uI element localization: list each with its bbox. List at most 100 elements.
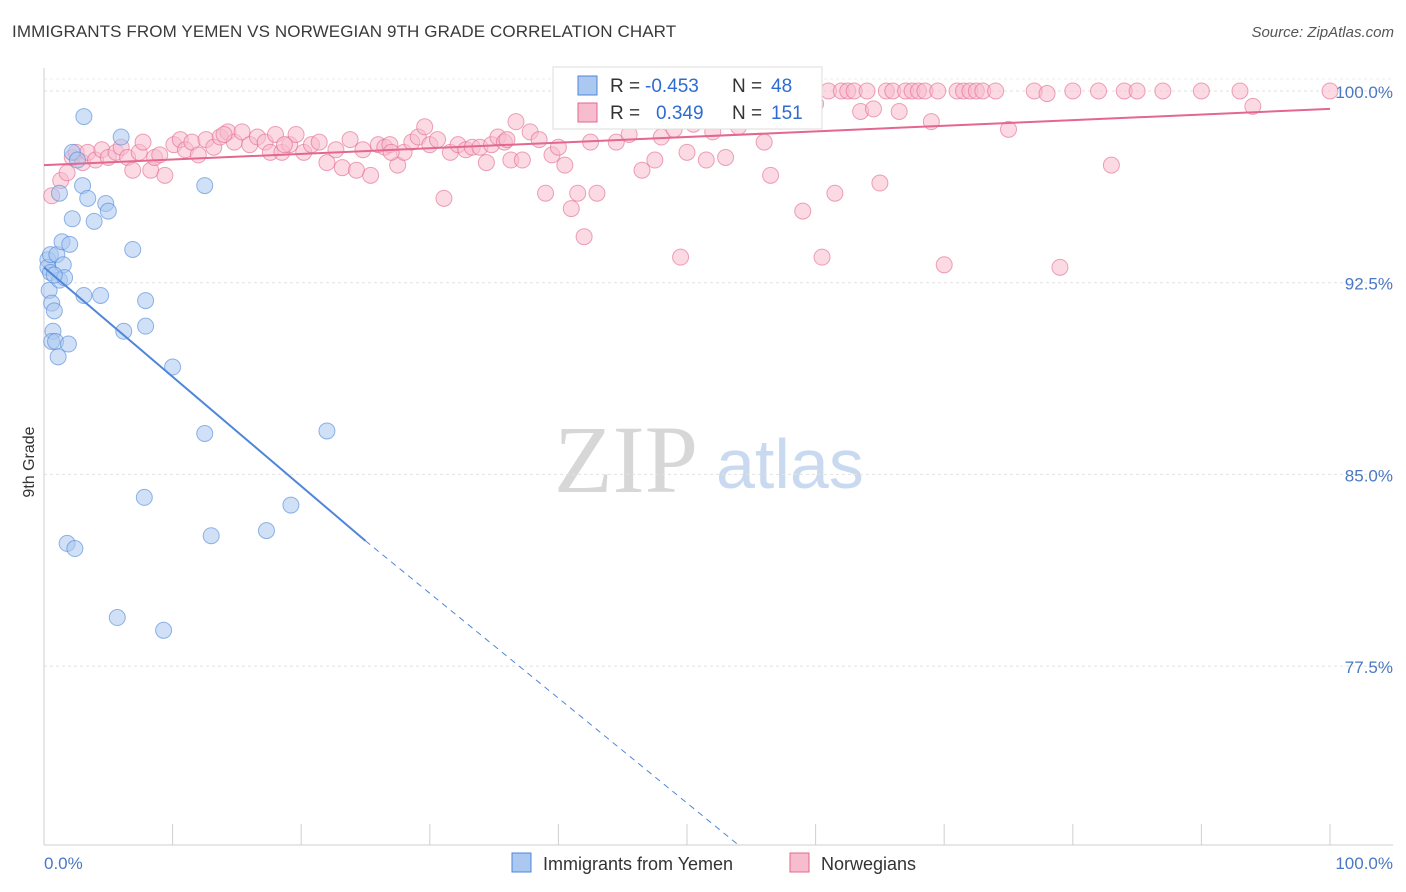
x-tick-label-min: 0.0% xyxy=(44,854,83,873)
point-norwegians-149 xyxy=(1231,82,1249,100)
point-norwegians-56 xyxy=(416,118,434,136)
legend-swatch-norwegians xyxy=(577,102,598,123)
point-yemen-32 xyxy=(108,609,126,627)
n-label-norwegians: N = xyxy=(732,103,762,124)
legend-swatch-yemen xyxy=(577,75,598,96)
point-norwegians-95 xyxy=(678,143,696,161)
point-norwegians-42 xyxy=(318,154,336,172)
source-credit: Source: ZipAtlas.com xyxy=(1251,24,1394,41)
point-norwegians-153 xyxy=(382,143,400,161)
y-tick-labels: 100.0% 92.5% 85.0% 77.5% xyxy=(1335,83,1393,677)
point-yemen-11 xyxy=(49,348,67,366)
point-norwegians-150 xyxy=(1244,97,1262,115)
point-norwegians-106 xyxy=(762,166,780,184)
point-norwegians-46 xyxy=(347,161,365,179)
x-tick-label-max: 100.0% xyxy=(1335,854,1393,873)
point-norwegians-137 xyxy=(987,82,1005,100)
point-norwegians-148 xyxy=(1192,82,1210,100)
y-tick-label-2: 85.0% xyxy=(1345,466,1393,485)
y-axis-label: 9th Grade xyxy=(21,426,38,497)
point-norwegians-2 xyxy=(58,164,76,182)
point-yemen-33 xyxy=(112,128,130,146)
point-yemen-39 xyxy=(155,621,173,639)
point-norwegians-147 xyxy=(1154,82,1172,100)
bottom-legend-swatch-norwegians xyxy=(789,852,810,873)
point-norwegians-65 xyxy=(477,154,495,172)
bottom-legend-label-yemen: Immigrants from Yemen xyxy=(543,854,733,874)
r-value-norwegians: 0.349 xyxy=(656,103,704,124)
point-norwegians-15 xyxy=(134,133,152,151)
y-tick-label-3: 77.5% xyxy=(1345,658,1393,677)
point-norwegians-70 xyxy=(507,113,525,131)
point-norwegians-151 xyxy=(1321,82,1339,100)
point-norwegians-124 xyxy=(890,102,908,120)
point-yemen-19 xyxy=(59,335,77,353)
point-yemen-29 xyxy=(92,286,110,304)
point-norwegians-140 xyxy=(1038,85,1056,103)
point-yemen-20 xyxy=(63,210,81,228)
point-yemen-22 xyxy=(66,540,84,558)
point-norwegians-73 xyxy=(530,131,548,149)
point-norwegians-142 xyxy=(1064,82,1082,100)
y-tick-label-0: 100.0% xyxy=(1335,83,1393,102)
point-norwegians-105 xyxy=(755,133,773,151)
trend-line-yemen xyxy=(43,266,367,542)
point-norwegians-141 xyxy=(1051,258,1069,276)
point-norwegians-120 xyxy=(864,100,882,118)
n-value-yemen: 48 xyxy=(771,76,792,97)
point-norwegians-82 xyxy=(588,184,606,202)
point-yemen-42 xyxy=(196,424,214,442)
point-yemen-37 xyxy=(137,317,155,335)
point-norwegians-143 xyxy=(1090,82,1108,100)
n-value-norwegians: 151 xyxy=(771,103,803,124)
stats-legend-box xyxy=(552,66,823,130)
r-value-yemen: -0.453 xyxy=(645,76,699,97)
point-norwegians-144 xyxy=(1102,156,1120,174)
point-norwegians-112 xyxy=(813,248,831,266)
x-tick-marks xyxy=(43,824,1331,845)
point-norwegians-154 xyxy=(275,136,293,154)
point-yemen-12 xyxy=(50,184,68,202)
point-yemen-46 xyxy=(318,422,336,440)
point-norwegians-131 xyxy=(935,256,953,274)
point-norwegians-98 xyxy=(697,151,715,169)
point-yemen-18 xyxy=(61,235,79,253)
trend-line-norwegians xyxy=(43,107,1331,167)
watermark-atlas: atlas xyxy=(716,425,864,503)
point-norwegians-77 xyxy=(556,156,574,174)
point-yemen-40 xyxy=(164,358,182,376)
point-norwegians-121 xyxy=(871,174,889,192)
point-yemen-38 xyxy=(137,292,155,310)
point-norwegians-155 xyxy=(215,125,233,143)
watermark-zip: ZIP xyxy=(554,406,698,513)
point-norwegians-80 xyxy=(575,228,593,246)
point-norwegians-41 xyxy=(310,133,328,151)
point-norwegians-88 xyxy=(633,161,651,179)
point-norwegians-58 xyxy=(429,131,447,149)
point-yemen-44 xyxy=(257,522,275,540)
y-tick-label-1: 92.5% xyxy=(1345,275,1393,294)
point-norwegians-43 xyxy=(327,141,345,159)
r-label-yemen: R = xyxy=(610,76,640,97)
point-norwegians-109 xyxy=(794,202,812,220)
point-yemen-23 xyxy=(68,151,86,169)
point-norwegians-45 xyxy=(341,131,359,149)
point-norwegians-59 xyxy=(435,189,453,207)
point-norwegians-19 xyxy=(156,166,174,184)
point-norwegians-13 xyxy=(124,161,142,179)
bottom-legend: Immigrants from Yemen Norwegians xyxy=(511,852,916,874)
data-points xyxy=(39,82,1339,639)
point-norwegians-47 xyxy=(354,141,372,159)
point-norwegians-84 xyxy=(607,133,625,151)
point-norwegians-101 xyxy=(717,148,735,166)
bottom-legend-swatch-yemen xyxy=(511,852,532,873)
point-yemen-8 xyxy=(45,302,63,320)
point-yemen-35 xyxy=(124,240,142,258)
point-yemen-28 xyxy=(85,212,103,230)
point-yemen-41 xyxy=(196,177,214,195)
point-norwegians-78 xyxy=(562,200,580,218)
point-yemen-31 xyxy=(99,202,117,220)
point-norwegians-44 xyxy=(333,159,351,177)
point-yemen-24 xyxy=(75,108,93,126)
